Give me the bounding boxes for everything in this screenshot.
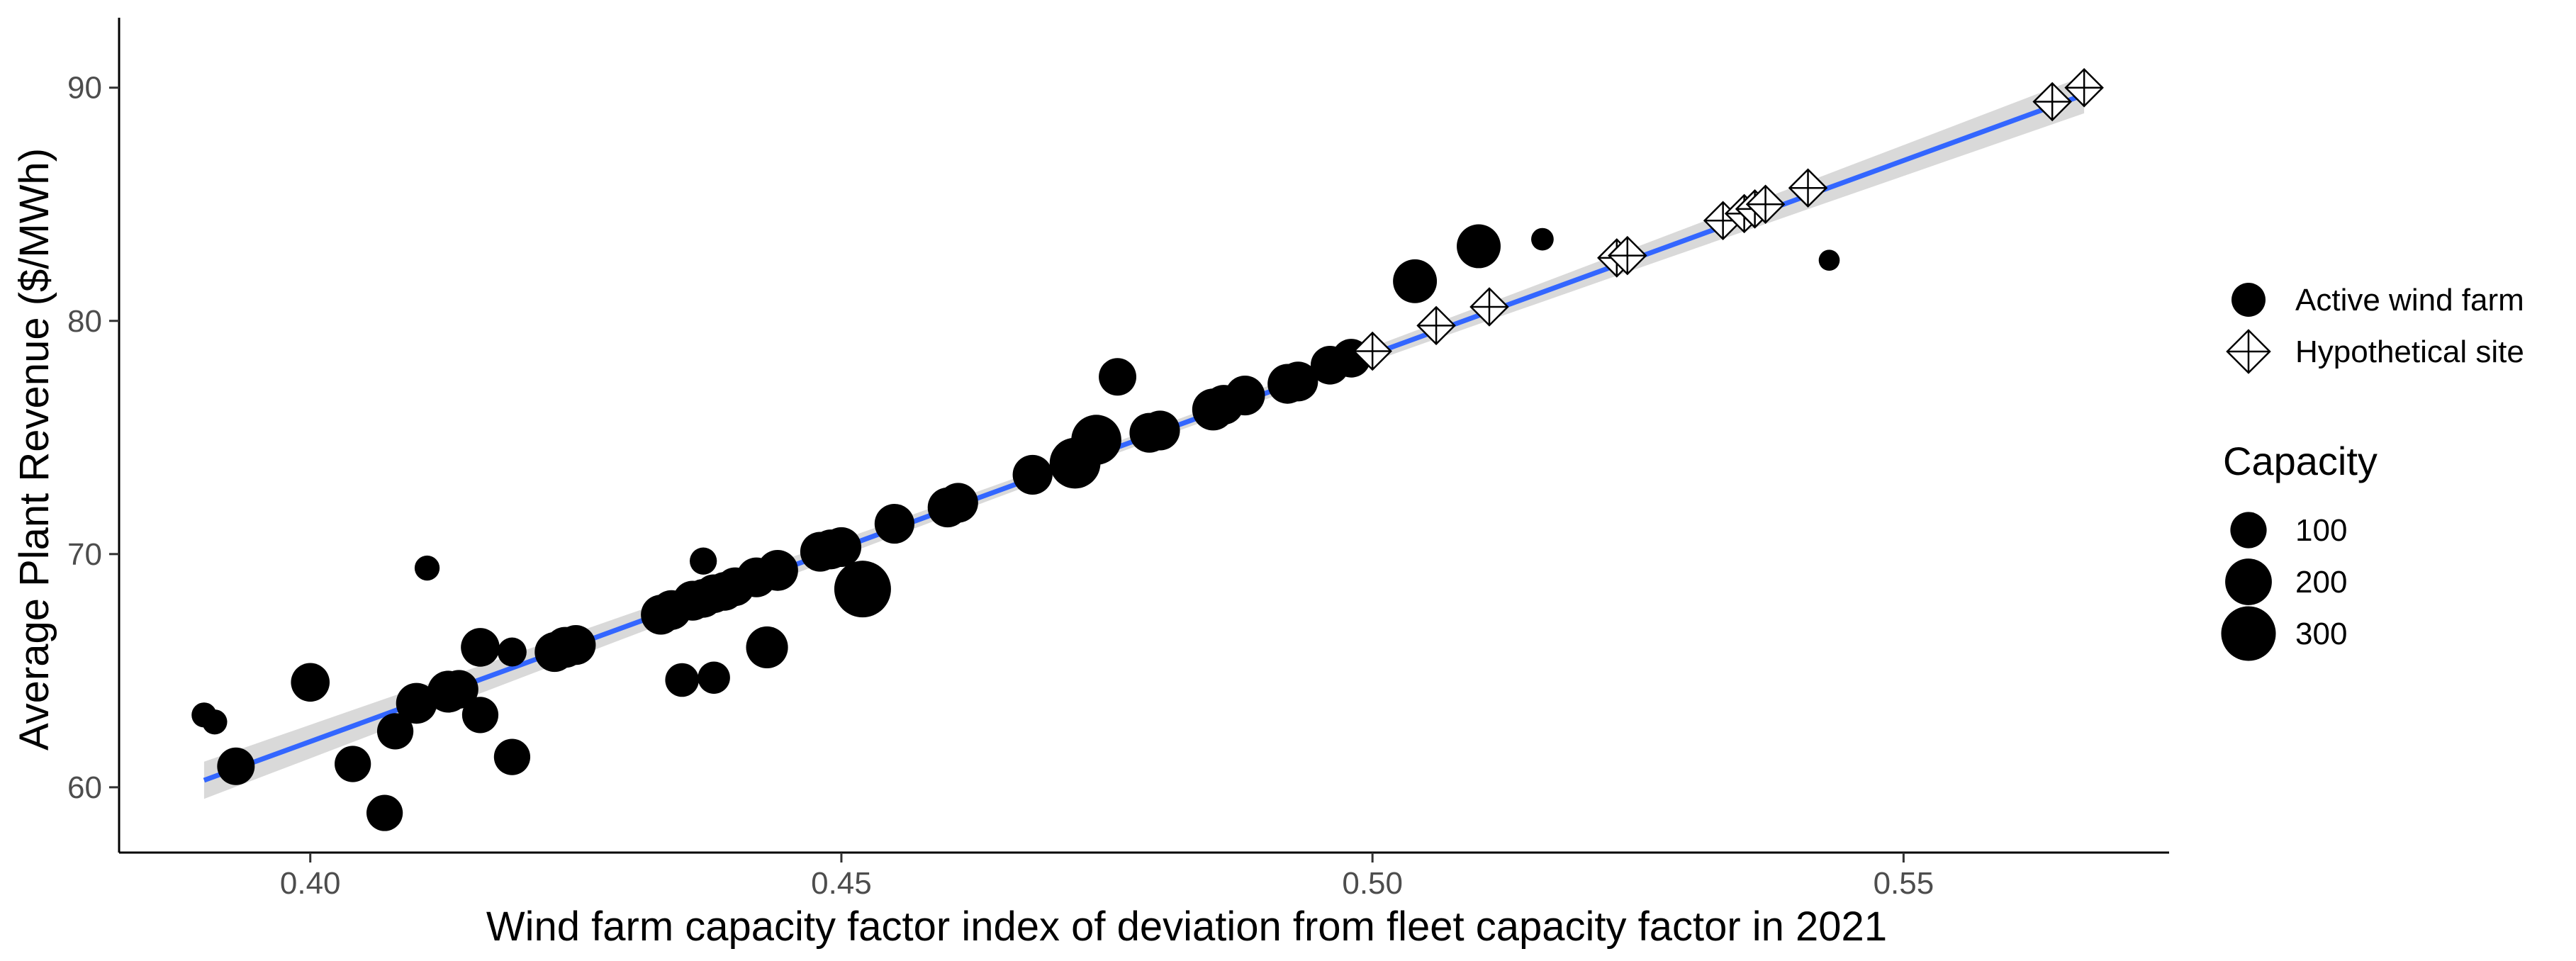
points-layer — [191, 69, 2102, 831]
legend-size-label: 100 — [2295, 513, 2347, 548]
x-tick-label: 0.45 — [811, 866, 872, 901]
legend-size-key — [2230, 512, 2266, 548]
y-tick-label: 60 — [67, 770, 102, 805]
active-wind-farm-point — [461, 628, 500, 667]
active-wind-farm-point — [757, 550, 798, 591]
active-wind-farm-point — [498, 638, 527, 667]
legend-label: Active wind farm — [2295, 283, 2524, 317]
y-axis-ticks: 60 70 80 90 — [67, 71, 119, 805]
active-wind-farm-point — [556, 625, 595, 665]
active-wind-farm-point — [1071, 415, 1121, 465]
active-wind-farm-point — [1013, 455, 1053, 495]
legend-size-group: 100 200 300 — [2221, 512, 2347, 661]
active-wind-farm-point — [690, 548, 717, 575]
legend-size-title: Capacity — [2223, 439, 2378, 483]
legend-type-group: Active wind farm Hypothetical site — [2227, 283, 2524, 373]
active-wind-farm-point — [1457, 225, 1501, 269]
active-wind-farm-point — [1225, 376, 1265, 415]
active-wind-farm-point — [415, 556, 439, 580]
legend-key-active-wind-farm — [2231, 283, 2266, 317]
y-tick-label: 70 — [67, 537, 102, 572]
legend-size-key — [2225, 558, 2272, 605]
active-wind-farm-point — [746, 626, 788, 668]
active-wind-farm-point — [462, 697, 498, 733]
y-tick-label: 80 — [67, 304, 102, 339]
active-wind-farm-point — [1531, 228, 1554, 251]
legend: Active wind farm Hypothetical site Capaci… — [2221, 283, 2524, 661]
x-tick-label: 0.55 — [1874, 866, 1934, 901]
active-wind-farm-point — [366, 794, 403, 831]
active-wind-farm-point — [291, 663, 330, 702]
x-tick-label: 0.40 — [280, 866, 341, 901]
active-wind-farm-point — [1819, 249, 1840, 271]
legend-size-label: 300 — [2295, 617, 2347, 651]
x-axis-ticks: 0.40 0.45 0.50 0.55 — [280, 853, 1934, 901]
active-wind-farm-point — [834, 561, 891, 617]
legend-size-key — [2221, 606, 2275, 661]
active-wind-farm-point — [202, 709, 227, 734]
x-axis-title: Wind farm capacity factor index of devia… — [486, 904, 1887, 950]
active-wind-farm-point — [1099, 358, 1136, 395]
legend-label: Hypothetical site — [2295, 335, 2524, 369]
y-tick-label: 90 — [67, 71, 102, 106]
y-axis-title: Average Plant Revenue ($/MWh) — [11, 148, 57, 751]
active-wind-farm-point — [335, 746, 371, 782]
active-wind-farm-point — [1393, 259, 1437, 303]
plot-area — [191, 69, 2102, 831]
active-wind-farm-point — [698, 661, 729, 693]
active-wind-farm-point — [665, 663, 699, 697]
active-wind-farm-point — [939, 483, 978, 522]
x-tick-label: 0.50 — [1342, 866, 1403, 901]
active-wind-farm-point — [875, 504, 914, 544]
active-wind-farm-point — [822, 527, 861, 567]
active-wind-farm-point — [1140, 410, 1180, 450]
active-wind-farm-point — [217, 748, 254, 785]
legend-size-label: 200 — [2295, 565, 2347, 600]
legend-key-hypothetical-site — [2227, 330, 2270, 373]
active-wind-farm-point — [494, 738, 530, 775]
